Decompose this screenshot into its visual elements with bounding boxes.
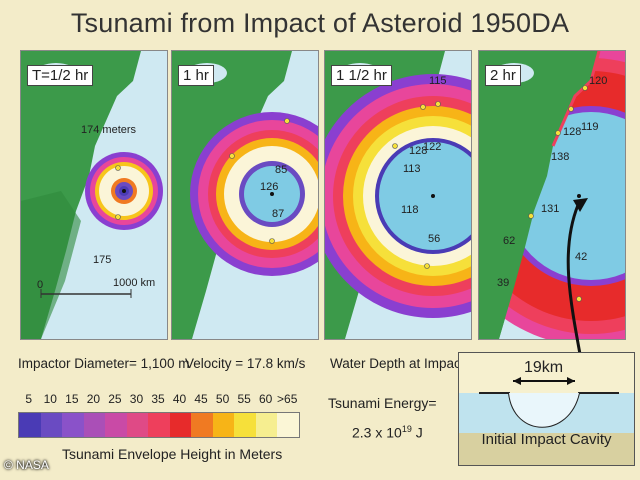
- height-label: 85: [275, 164, 288, 176]
- map-panel-2hr: 2 hr 120 128 119 138 131 42 62 39: [478, 50, 626, 340]
- height-label: 128: [409, 145, 428, 157]
- map-graphic: [325, 51, 471, 339]
- height-label: 115: [429, 75, 447, 87]
- height-label: 131: [541, 203, 560, 215]
- height-label: 87: [272, 208, 285, 220]
- legend-swatch: [169, 413, 192, 437]
- cavity-label: Initial Impact Cavity: [481, 431, 612, 448]
- legend-title: Tsunami Envelope Height in Meters: [62, 446, 283, 462]
- legend-colorbar: [18, 412, 300, 438]
- map-panel-half-hour: T=1/2 hr 174 meters 175 0 1000 km: [20, 50, 168, 340]
- legend-swatch: [212, 413, 235, 437]
- legend-swatch: [126, 413, 149, 437]
- height-label: 126: [260, 181, 279, 193]
- map-graphic: [172, 51, 318, 339]
- impactor-diameter: Impactor Diameter= 1,100 m: [18, 356, 190, 371]
- time-label: 2 hr: [485, 65, 521, 86]
- energy-unit: J: [415, 424, 423, 441]
- map-panel-1hr: 1 hr 85 126 87: [171, 50, 319, 340]
- energy-exponent: 19: [401, 424, 412, 434]
- height-label: 175: [93, 254, 112, 266]
- time-label: 1 hr: [178, 65, 214, 86]
- height-label: 138: [551, 151, 570, 163]
- legend-swatch: [191, 413, 213, 437]
- legend-tick: 50: [215, 392, 230, 406]
- legend-tick: 45: [194, 392, 208, 406]
- legend-tick: 10: [43, 392, 57, 406]
- legend-ticks: 5 10 15 20 25 30 35 40 45 50 55 60 >65: [18, 392, 301, 408]
- legend-tick: 55: [237, 392, 251, 406]
- cavity-graphic: [459, 377, 634, 465]
- map-graphic: [479, 51, 625, 339]
- legend-tick: 60: [259, 392, 273, 406]
- scale-end: 1000 km: [113, 277, 156, 289]
- legend-tick: 35: [151, 392, 165, 406]
- scale-start: 0: [37, 279, 44, 291]
- legend-tick: 20: [86, 392, 101, 406]
- height-label: 62: [503, 235, 516, 247]
- time-label: 1 1/2 hr: [331, 65, 392, 86]
- map-panel-1-5hr: 1 1/2 hr 115 122 128 113 118 56: [324, 50, 472, 340]
- legend-swatch: [105, 413, 127, 437]
- height-label: 56: [428, 233, 441, 245]
- legend-swatch: [277, 413, 299, 437]
- legend-tick: 5: [25, 392, 33, 406]
- height-label: 118: [401, 204, 419, 216]
- cavity-size: 19km: [524, 359, 564, 376]
- height-label: 42: [575, 251, 588, 263]
- height-label: 122: [423, 141, 442, 153]
- cavity-diagram: 19km Initial Impact Cavity: [458, 352, 635, 466]
- legend-tick: 30: [129, 392, 144, 406]
- height-label: 128: [563, 126, 582, 138]
- credit: © NASA: [4, 458, 49, 472]
- energy-value: 2.3 x 1019 J: [352, 424, 423, 441]
- legend-tick: 15: [65, 392, 79, 406]
- height-label: 174 meters: [81, 124, 137, 136]
- velocity: Velocity = 17.8 km/s: [185, 356, 306, 371]
- arrow-icon: [566, 198, 588, 366]
- legend-swatch: [19, 413, 41, 437]
- map-graphic: [21, 51, 167, 339]
- height-label: 39: [497, 277, 510, 289]
- legend-swatch: [255, 413, 278, 437]
- energy-mantissa: 2.3 x 10: [352, 424, 402, 441]
- page-title: Tsunami from Impact of Asteroid 1950DA: [70, 8, 570, 38]
- energy-label: Tsunami Energy=: [328, 395, 437, 411]
- time-label: T=1/2 hr: [27, 65, 94, 86]
- legend-swatch: [40, 413, 63, 437]
- height-label: 119: [581, 121, 599, 133]
- legend-swatch: [62, 413, 84, 437]
- legend-tick: 25: [108, 392, 122, 406]
- legend-tick: >65: [277, 392, 298, 406]
- legend-swatch: [148, 413, 170, 437]
- legend-tick: 40: [172, 392, 187, 406]
- height-label: 120: [589, 75, 608, 87]
- legend-swatch: [234, 413, 256, 437]
- legend-swatch: [83, 413, 106, 437]
- height-label: 113: [403, 163, 421, 175]
